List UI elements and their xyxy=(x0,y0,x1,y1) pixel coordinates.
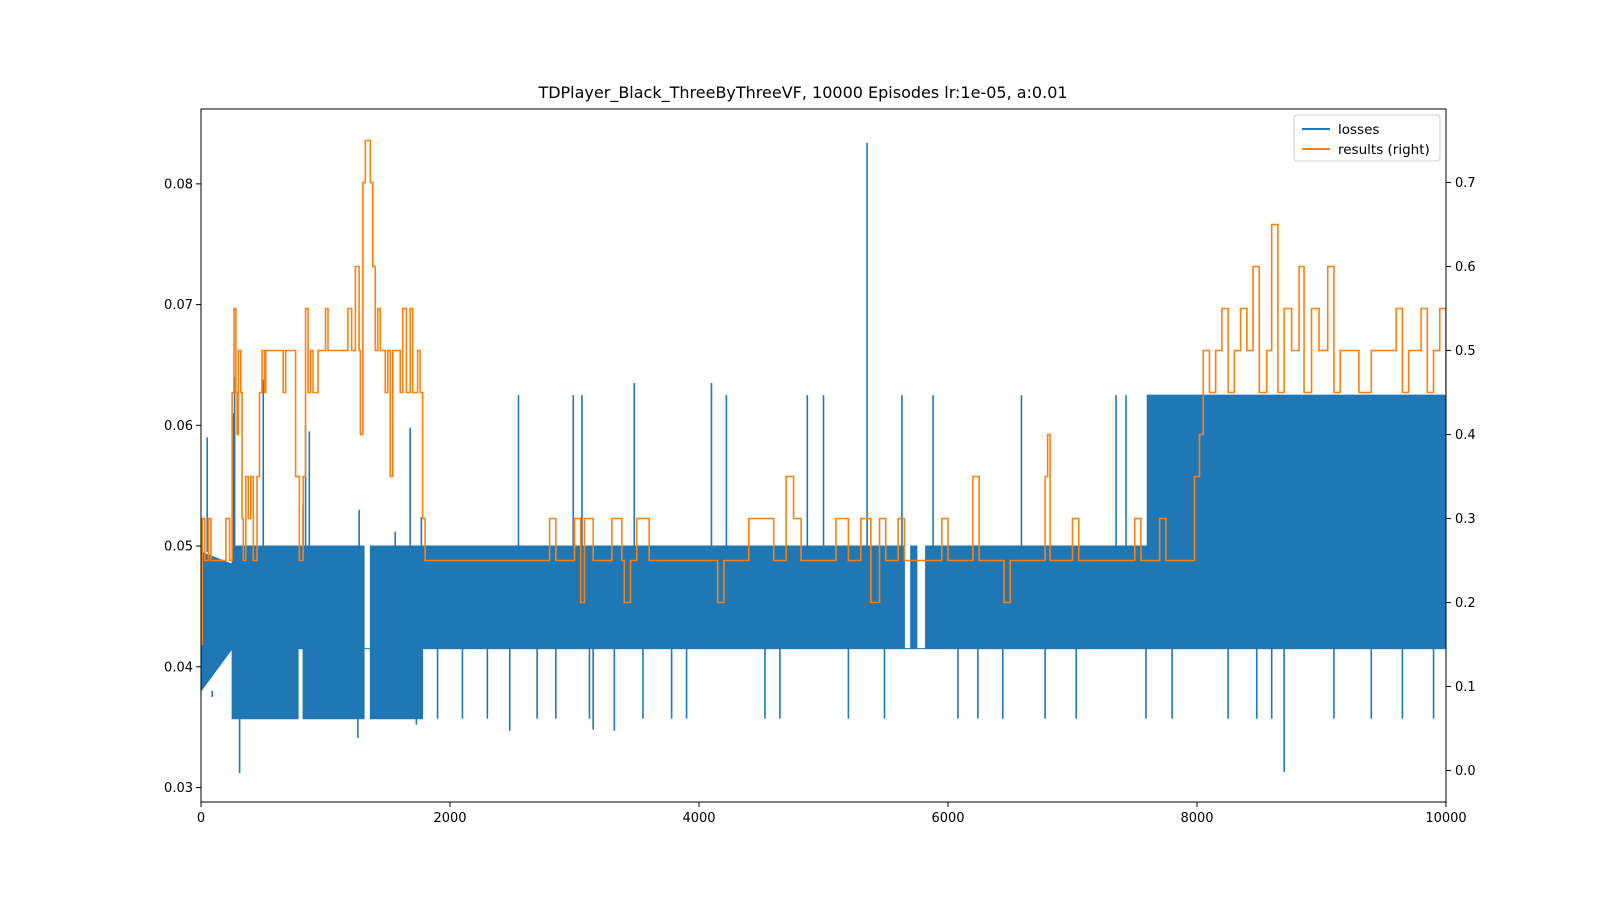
y-right-tick-label: 0.4 xyxy=(1455,428,1476,443)
losses-band xyxy=(1146,394,1446,650)
series-layer xyxy=(201,139,1446,774)
legend-label: losses xyxy=(1338,122,1379,138)
losses-band xyxy=(231,545,299,720)
y-left-tick-label: 0.05 xyxy=(164,540,193,555)
y-right-tick-label: 0.7 xyxy=(1455,176,1476,191)
y-left-tick-label: 0.03 xyxy=(164,781,193,796)
y-right-tick-label: 0.6 xyxy=(1455,260,1476,275)
y-left-tick-label: 0.08 xyxy=(164,177,193,192)
x-tick-label: 8000 xyxy=(1180,811,1213,826)
y-right-tick-label: 0.1 xyxy=(1455,680,1476,695)
losses-band xyxy=(302,545,365,720)
plot-area xyxy=(201,139,1446,774)
losses-band xyxy=(925,545,1148,650)
losses-band xyxy=(910,545,918,650)
x-tick-label: 10000 xyxy=(1425,811,1466,826)
y-right-tick-label: 0.5 xyxy=(1455,344,1476,359)
axes: 0 2000 4000 6000 8000 10000 0.03 0.04 0.05 0.06 0.… xyxy=(164,108,1476,826)
axes-frame xyxy=(200,108,1447,803)
legend: losses results (right) xyxy=(1293,114,1441,162)
y-left-tick-label: 0.04 xyxy=(164,660,193,675)
series-results-line xyxy=(201,139,1446,646)
y-right-tick-label: 0.3 xyxy=(1455,512,1476,527)
y-right-tick-label: 0.0 xyxy=(1455,764,1476,779)
y-left-tick-label: 0.07 xyxy=(164,298,193,313)
legend-box xyxy=(1293,114,1441,162)
x-tick-label: 4000 xyxy=(682,811,715,826)
x-tick-label: 6000 xyxy=(931,811,964,826)
series-losses xyxy=(201,142,1446,774)
y-right-tick-label: 0.2 xyxy=(1455,596,1476,611)
losses-band xyxy=(422,545,905,650)
losses-band xyxy=(369,545,424,720)
x-tick-label: 2000 xyxy=(433,811,466,826)
losses-band xyxy=(297,545,304,650)
x-tick-label: 0 xyxy=(197,811,205,826)
legend-label: results (right) xyxy=(1338,142,1430,158)
chart-title: TDPlayer_Black_ThreeByThreeVF, 10000 Epi… xyxy=(537,83,1067,103)
y-left-tick-label: 0.06 xyxy=(164,419,193,434)
